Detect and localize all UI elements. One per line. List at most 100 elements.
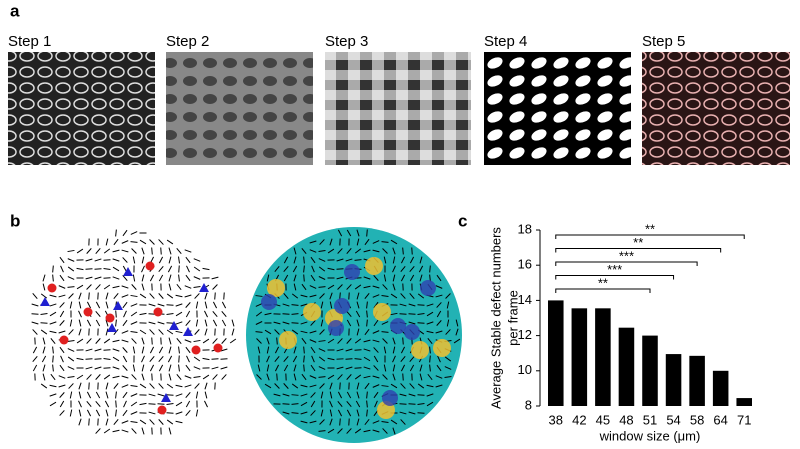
director bbox=[354, 358, 362, 360]
director bbox=[130, 411, 138, 415]
director bbox=[151, 337, 153, 345]
director bbox=[435, 294, 443, 298]
director bbox=[319, 239, 325, 245]
director bbox=[185, 410, 191, 416]
director bbox=[300, 330, 308, 334]
director bbox=[76, 338, 84, 344]
director bbox=[175, 393, 183, 397]
director bbox=[383, 274, 387, 282]
director bbox=[266, 373, 270, 381]
director bbox=[266, 355, 270, 363]
director bbox=[166, 313, 174, 315]
director bbox=[392, 247, 396, 255]
director bbox=[327, 357, 335, 361]
director bbox=[204, 382, 208, 390]
director bbox=[193, 266, 201, 272]
director bbox=[78, 409, 82, 417]
director bbox=[86, 338, 92, 344]
director bbox=[301, 337, 307, 345]
director bbox=[212, 374, 218, 380]
director bbox=[130, 231, 138, 235]
director bbox=[50, 337, 56, 345]
director bbox=[31, 321, 39, 325]
director bbox=[175, 294, 183, 298]
director bbox=[49, 330, 57, 334]
director bbox=[291, 304, 299, 306]
director bbox=[436, 274, 442, 282]
director bbox=[310, 392, 316, 398]
director bbox=[76, 267, 84, 271]
minus-defect bbox=[169, 321, 179, 330]
director bbox=[293, 364, 297, 372]
director bbox=[158, 364, 164, 372]
director bbox=[426, 401, 434, 407]
director-fields bbox=[22, 227, 462, 443]
director bbox=[151, 247, 153, 255]
director bbox=[141, 373, 145, 381]
director bbox=[105, 409, 109, 417]
director bbox=[122, 301, 128, 309]
director bbox=[78, 319, 82, 327]
director bbox=[255, 303, 263, 307]
bar bbox=[571, 308, 588, 406]
director bbox=[303, 364, 305, 372]
significance-label: ** bbox=[633, 235, 643, 250]
director bbox=[103, 248, 111, 254]
director bbox=[130, 241, 138, 243]
director bbox=[67, 258, 75, 262]
director bbox=[400, 364, 406, 372]
director bbox=[130, 303, 138, 307]
y-tick-label: 14 bbox=[518, 292, 532, 307]
bar bbox=[595, 308, 611, 406]
director bbox=[453, 338, 461, 344]
director bbox=[337, 338, 343, 344]
director bbox=[372, 339, 380, 343]
director bbox=[166, 304, 174, 306]
director bbox=[372, 240, 380, 244]
director bbox=[141, 274, 145, 282]
director bbox=[32, 364, 38, 372]
director bbox=[94, 366, 102, 370]
director bbox=[59, 274, 65, 282]
director bbox=[103, 259, 111, 261]
director bbox=[103, 284, 111, 290]
director bbox=[446, 319, 450, 327]
director bbox=[141, 364, 145, 372]
director bbox=[364, 328, 370, 336]
director bbox=[419, 256, 423, 264]
director bbox=[339, 418, 341, 426]
director bbox=[320, 391, 324, 399]
director bbox=[274, 383, 280, 389]
director bbox=[274, 329, 280, 335]
director bbox=[381, 421, 389, 423]
director bbox=[195, 391, 199, 399]
director bbox=[318, 356, 326, 362]
director bbox=[372, 294, 380, 298]
director bbox=[139, 419, 147, 425]
director bbox=[112, 258, 120, 262]
director bbox=[356, 382, 360, 390]
director bbox=[112, 429, 120, 433]
director bbox=[59, 320, 65, 326]
x-tick-label: 71 bbox=[737, 412, 751, 427]
director bbox=[149, 346, 155, 354]
director bbox=[105, 301, 109, 309]
director bbox=[130, 294, 138, 298]
director bbox=[166, 329, 174, 335]
director bbox=[59, 410, 65, 416]
director bbox=[76, 374, 84, 380]
director bbox=[157, 403, 165, 405]
director bbox=[220, 358, 228, 360]
significance-label: ** bbox=[645, 221, 655, 236]
director bbox=[300, 294, 308, 298]
director bbox=[309, 375, 317, 379]
director bbox=[373, 391, 379, 399]
minus-defect bbox=[40, 297, 50, 306]
director bbox=[115, 319, 117, 327]
director bbox=[274, 364, 280, 372]
director bbox=[256, 374, 262, 380]
director bbox=[327, 338, 335, 344]
director bbox=[121, 429, 129, 433]
director bbox=[382, 338, 388, 344]
significance-bracket bbox=[555, 261, 698, 266]
